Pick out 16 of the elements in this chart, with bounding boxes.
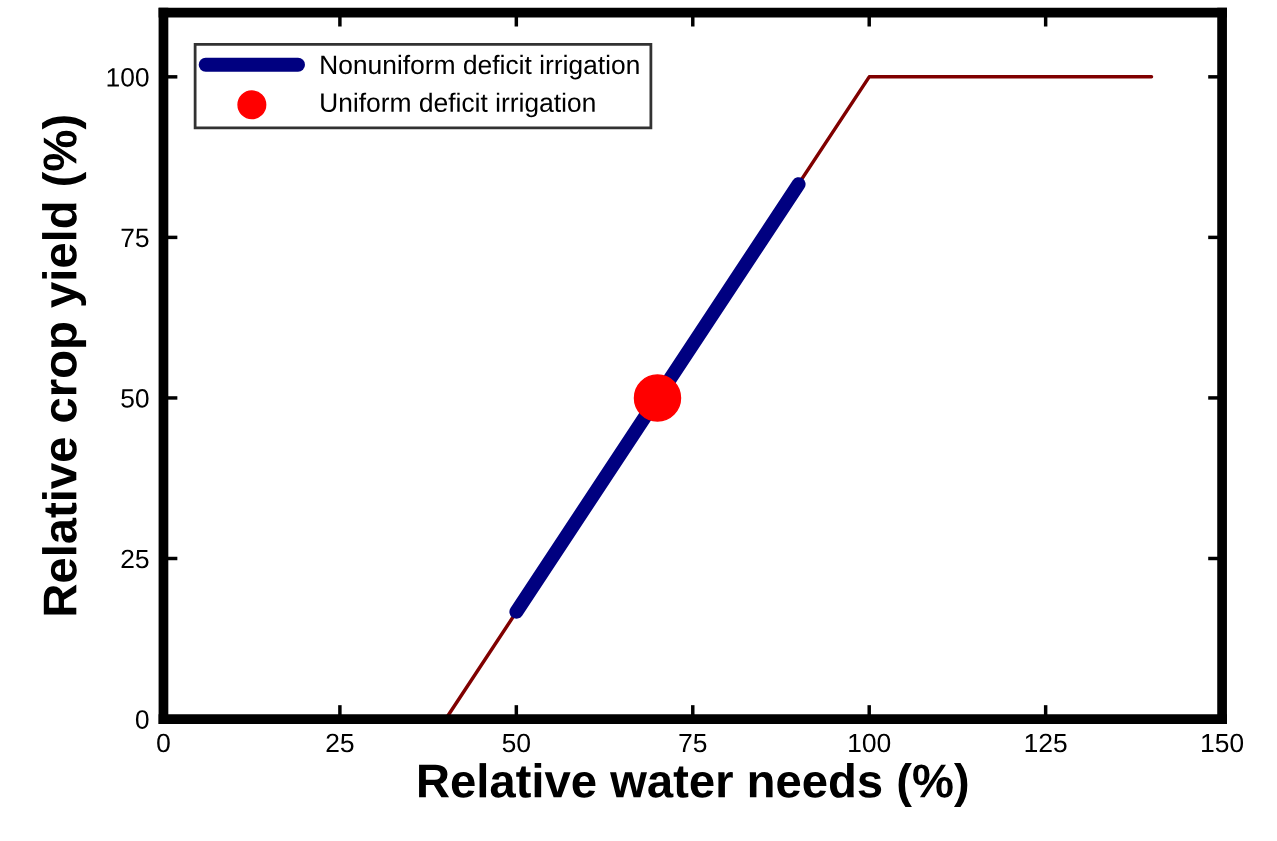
x-axis-title: Relative water needs (%) bbox=[419, 763, 968, 808]
y-axis-title: Relative crop yield (%) bbox=[42, 116, 87, 615]
y-tick-label: 25 bbox=[121, 549, 149, 569]
y-tick-label: 0 bbox=[135, 710, 149, 729]
x-tick-label: 75 bbox=[679, 733, 707, 753]
x-tick-label: 0 bbox=[157, 733, 170, 753]
x-tick-label: 25 bbox=[326, 733, 354, 753]
x-tick-label: 150 bbox=[1202, 733, 1244, 753]
x-tick-label: 125 bbox=[1025, 733, 1067, 753]
y-tick-label: 50 bbox=[121, 389, 149, 408]
y-tick-label: 100 bbox=[107, 67, 149, 87]
x-tick-label: 50 bbox=[502, 733, 530, 753]
legend-label: Uniform deficit irrigation bbox=[321, 92, 595, 118]
x-tick-label: 100 bbox=[849, 733, 891, 753]
y-tick-label: 75 bbox=[121, 228, 149, 248]
legend-label: Nonuniform deficit irrigation bbox=[321, 54, 639, 80]
